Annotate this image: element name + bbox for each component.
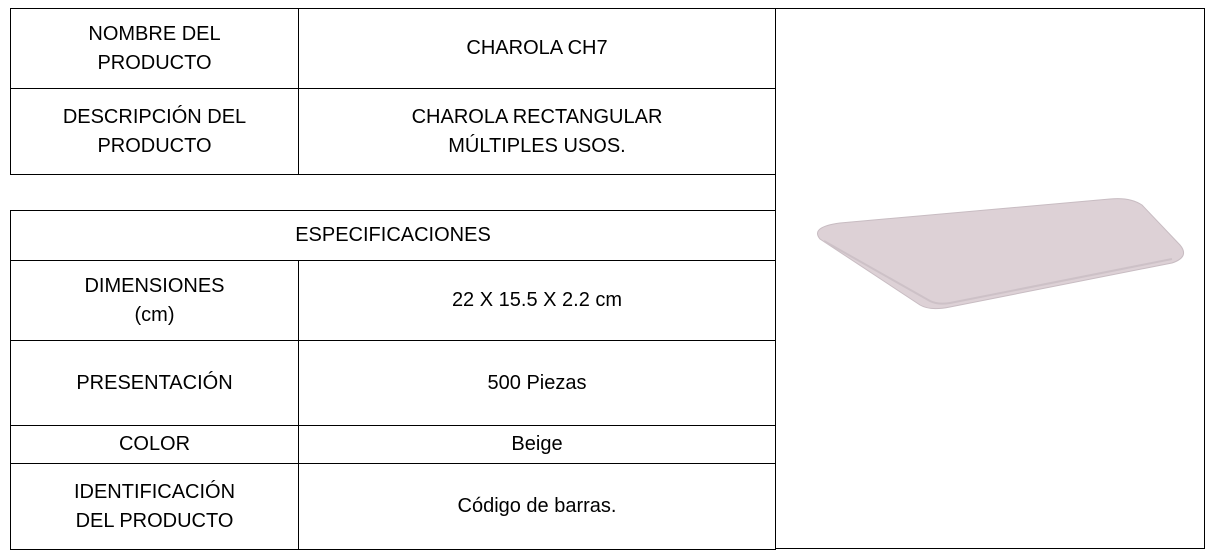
cell-text: Beige [511,433,563,455]
label-cell: NOMBRE DEL PRODUCTO [10,8,299,89]
tray-image [817,197,1185,309]
cell-text: PRODUCTO [97,51,212,74]
cell-text: 500 Piezas [487,371,587,394]
value-cell: CHAROLA RECTANGULAR MÚLTIPLES USOS. [298,88,776,175]
cell-text: DEL PRODUCTO [75,509,234,532]
cell-text: (cm) [134,303,175,326]
label-cell: DESCRIPCIÓN DEL PRODUCTO [10,88,299,175]
section-title: ESPECIFICACIONES [10,210,776,261]
cell-text: COLOR [118,433,191,455]
cell-text: MÚLTIPLES USOS. [448,134,626,157]
cell-text: ESPECIFICACIONES [295,224,491,246]
cell-text: 22 X 15.5 X 2.2 cm [451,289,623,311]
cell-text: PRODUCTO [97,134,212,157]
label-cell: DIMENSIONES (cm) [10,260,299,341]
value-cell: Código de barras. [298,463,776,550]
cell-text: Código de barras. [457,495,617,517]
value-cell: CHAROLA CH7 [298,8,776,89]
cell-text: IDENTIFICACIÓN [73,480,236,503]
cell-text: NOMBRE DEL [88,22,221,45]
label-cell: PRESENTACIÓN [10,340,299,426]
value-cell: 22 X 15.5 X 2.2 cm [298,260,776,341]
cell-text: DESCRIPCIÓN DEL [62,105,247,128]
cell-text: CHAROLA RECTANGULAR [411,105,663,128]
cell-text: CHAROLA CH7 [466,37,608,59]
cell-text: DIMENSIONES [84,274,225,297]
cell-text: PRESENTACIÓN [76,371,233,394]
label-cell: IDENTIFICACIÓN DEL PRODUCTO [10,463,299,550]
image-cell [775,8,1205,549]
value-cell: 500 Piezas [298,340,776,426]
label-cell: COLOR [10,425,299,464]
value-cell: Beige [298,425,776,464]
